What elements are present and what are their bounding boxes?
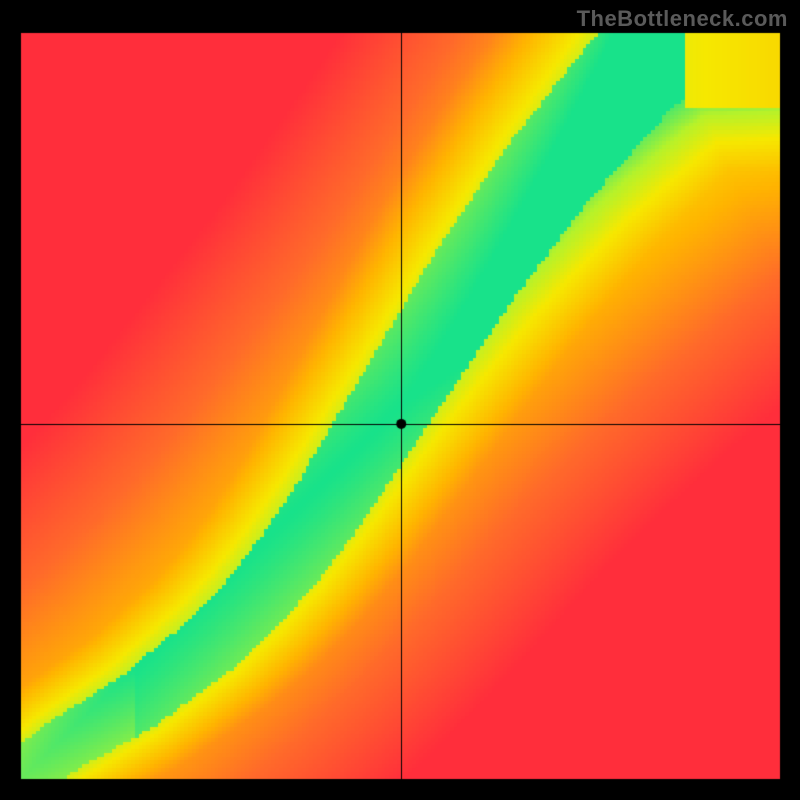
- watermark-text: TheBottleneck.com: [577, 6, 788, 32]
- heatmap-canvas: [0, 0, 800, 800]
- chart-root: TheBottleneck.com: [0, 0, 800, 800]
